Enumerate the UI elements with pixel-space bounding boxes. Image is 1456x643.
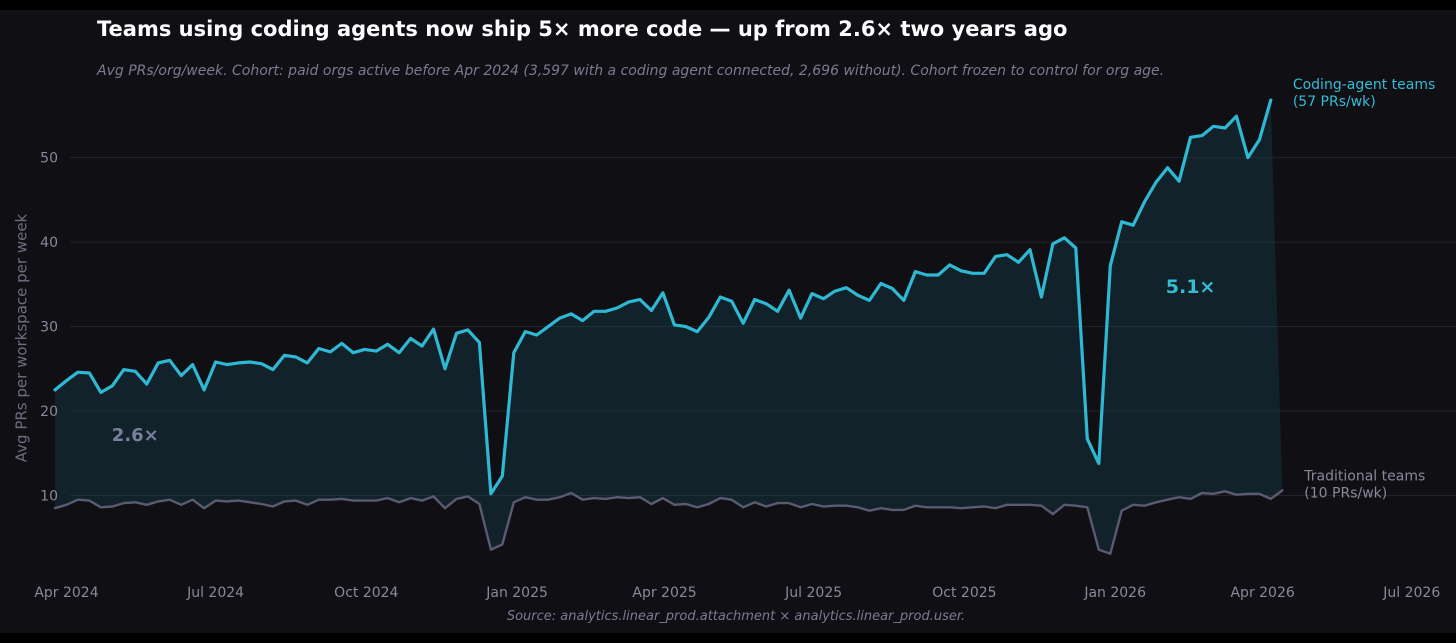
y-axis-label: Avg PRs per workspace per week <box>13 213 31 462</box>
series-line-traditional-teams <box>53 489 1284 555</box>
area-layer <box>55 100 1283 554</box>
x-tick-label: Oct 2025 <box>932 585 996 601</box>
y-tick-label: 10 <box>40 489 58 505</box>
y-tick-label: 30 <box>40 320 58 336</box>
y-tick-label: 40 <box>40 235 58 251</box>
x-tick-label: Jul 2026 <box>1382 585 1440 601</box>
label-layer: Coding-agent teams (57 PRs/wk) Traditional… <box>112 77 1435 501</box>
x-tick-label: Jul 2025 <box>784 585 842 601</box>
x-tick-label: Oct 2024 <box>334 585 398 601</box>
x-tick-label: Apr 2025 <box>632 585 696 601</box>
top-border <box>0 0 1456 10</box>
x-tick-label: Apr 2024 <box>34 585 98 601</box>
chart-subtitle: Avg PRs/org/week. Cohort: paid orgs acti… <box>97 63 1165 79</box>
x-tick-label: Jan 2026 <box>1083 585 1146 601</box>
x-tick-label: Jan 2025 <box>485 585 548 601</box>
annotation-ratio-2026: 5.1× <box>1166 276 1216 298</box>
gap-area <box>55 100 1283 554</box>
end-label-traditional-teams: Traditional teams (10 PRs/wk) <box>1303 468 1425 501</box>
axis-layer: 10 20 30 40 50 Apr 2024 Jul 2024 Oct 2024 Jan 20… <box>34 151 1440 601</box>
chart-title: Teams using coding agents now ship 5× mo… <box>97 17 1068 41</box>
x-tick-label: Jul 2024 <box>186 585 244 601</box>
bottom-border <box>0 633 1456 643</box>
end-label-coding-agent-teams: Coding-agent teams (57 PRs/wk) <box>1293 77 1435 110</box>
source-note: Source: analytics.linear_prod.attachment… <box>506 609 966 624</box>
y-tick-label: 20 <box>40 404 58 420</box>
annotation-ratio-2024: 2.6× <box>112 425 159 446</box>
y-tick-label: 50 <box>40 151 58 167</box>
line-layer <box>53 98 1284 555</box>
grid-layer <box>70 157 1456 497</box>
x-tick-label: Apr 2026 <box>1230 585 1294 601</box>
series-line-coding-agent-teams <box>53 98 1273 496</box>
